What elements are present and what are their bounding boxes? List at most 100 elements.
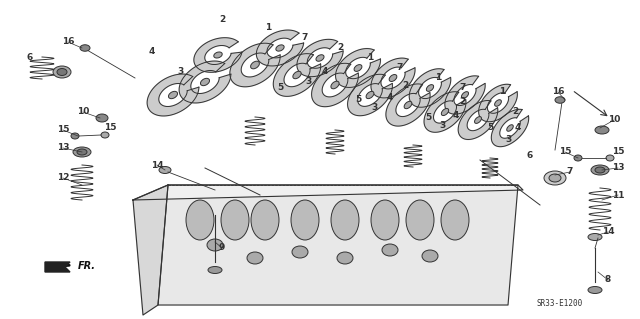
Ellipse shape <box>57 69 67 76</box>
Text: 13: 13 <box>57 144 69 152</box>
Polygon shape <box>424 92 466 132</box>
Ellipse shape <box>159 167 171 174</box>
Text: 4: 4 <box>322 68 328 77</box>
Text: 15: 15 <box>612 147 624 157</box>
Ellipse shape <box>474 116 481 123</box>
Ellipse shape <box>442 108 449 115</box>
Text: 3: 3 <box>305 78 311 86</box>
Text: 1: 1 <box>435 73 441 83</box>
Text: 8: 8 <box>605 276 611 285</box>
Ellipse shape <box>588 286 602 293</box>
Ellipse shape <box>426 85 434 91</box>
Text: 7: 7 <box>567 167 573 176</box>
Text: 6: 6 <box>527 151 533 160</box>
Polygon shape <box>133 185 168 315</box>
Ellipse shape <box>292 246 308 258</box>
Text: 2: 2 <box>337 43 343 53</box>
Ellipse shape <box>354 65 362 71</box>
Polygon shape <box>179 61 231 103</box>
Text: 4: 4 <box>149 48 155 56</box>
Text: 14: 14 <box>150 160 163 169</box>
Text: 16: 16 <box>61 38 74 47</box>
Ellipse shape <box>495 100 501 106</box>
Text: 3: 3 <box>440 121 446 130</box>
Text: 10: 10 <box>608 115 620 124</box>
Ellipse shape <box>591 165 609 175</box>
Ellipse shape <box>595 126 609 134</box>
Text: SR33-E1200: SR33-E1200 <box>537 299 583 308</box>
Ellipse shape <box>293 71 301 79</box>
Polygon shape <box>479 84 517 122</box>
Polygon shape <box>147 74 199 116</box>
Polygon shape <box>371 58 415 98</box>
Text: 5: 5 <box>487 123 493 132</box>
Ellipse shape <box>316 55 324 61</box>
Ellipse shape <box>291 200 319 240</box>
Ellipse shape <box>207 239 223 251</box>
Ellipse shape <box>71 133 79 139</box>
Text: 15: 15 <box>57 125 69 135</box>
Ellipse shape <box>73 147 91 157</box>
Ellipse shape <box>247 252 263 264</box>
Polygon shape <box>335 48 380 87</box>
Polygon shape <box>273 54 321 96</box>
Text: 7: 7 <box>397 63 403 72</box>
Polygon shape <box>45 262 70 272</box>
Text: 2: 2 <box>219 16 225 25</box>
Text: 1: 1 <box>265 24 271 33</box>
Ellipse shape <box>53 66 71 78</box>
Text: 15: 15 <box>559 147 572 157</box>
Text: 1: 1 <box>499 87 505 97</box>
Ellipse shape <box>595 167 605 173</box>
Ellipse shape <box>168 91 177 99</box>
Text: 5: 5 <box>355 95 361 105</box>
Text: 4: 4 <box>453 110 459 120</box>
Text: 3: 3 <box>177 68 183 77</box>
Ellipse shape <box>77 149 87 155</box>
Ellipse shape <box>251 61 259 69</box>
Ellipse shape <box>555 97 565 103</box>
Ellipse shape <box>549 174 561 182</box>
Ellipse shape <box>507 125 513 131</box>
Text: 12: 12 <box>57 174 69 182</box>
Polygon shape <box>297 39 343 77</box>
Ellipse shape <box>337 252 353 264</box>
Ellipse shape <box>214 52 222 58</box>
Ellipse shape <box>389 75 397 81</box>
Text: 13: 13 <box>612 164 624 173</box>
Text: 1: 1 <box>367 53 373 62</box>
Ellipse shape <box>221 200 249 240</box>
Polygon shape <box>409 69 451 107</box>
Text: 4: 4 <box>387 93 393 102</box>
Ellipse shape <box>574 155 582 161</box>
Text: 3: 3 <box>372 103 378 113</box>
Polygon shape <box>386 84 430 126</box>
Ellipse shape <box>101 132 109 138</box>
Text: 2: 2 <box>512 108 518 116</box>
Text: 14: 14 <box>602 227 614 236</box>
Text: 3: 3 <box>505 136 511 145</box>
Text: 9: 9 <box>219 243 225 253</box>
Ellipse shape <box>406 200 434 240</box>
Polygon shape <box>133 185 523 200</box>
Polygon shape <box>458 100 498 139</box>
Ellipse shape <box>331 81 339 89</box>
Text: 7: 7 <box>302 33 308 42</box>
Text: 5: 5 <box>277 84 283 93</box>
Polygon shape <box>492 109 529 147</box>
Text: 16: 16 <box>552 87 564 97</box>
Text: 15: 15 <box>104 123 116 132</box>
Text: 2: 2 <box>459 98 465 107</box>
Ellipse shape <box>80 45 90 51</box>
Text: 11: 11 <box>612 190 624 199</box>
Ellipse shape <box>544 171 566 185</box>
Ellipse shape <box>186 200 214 240</box>
Polygon shape <box>445 76 485 114</box>
Polygon shape <box>158 185 518 305</box>
Text: 10: 10 <box>77 108 89 116</box>
Ellipse shape <box>382 244 398 256</box>
Polygon shape <box>194 38 242 72</box>
Ellipse shape <box>331 200 359 240</box>
Ellipse shape <box>588 234 602 241</box>
Polygon shape <box>312 63 358 107</box>
